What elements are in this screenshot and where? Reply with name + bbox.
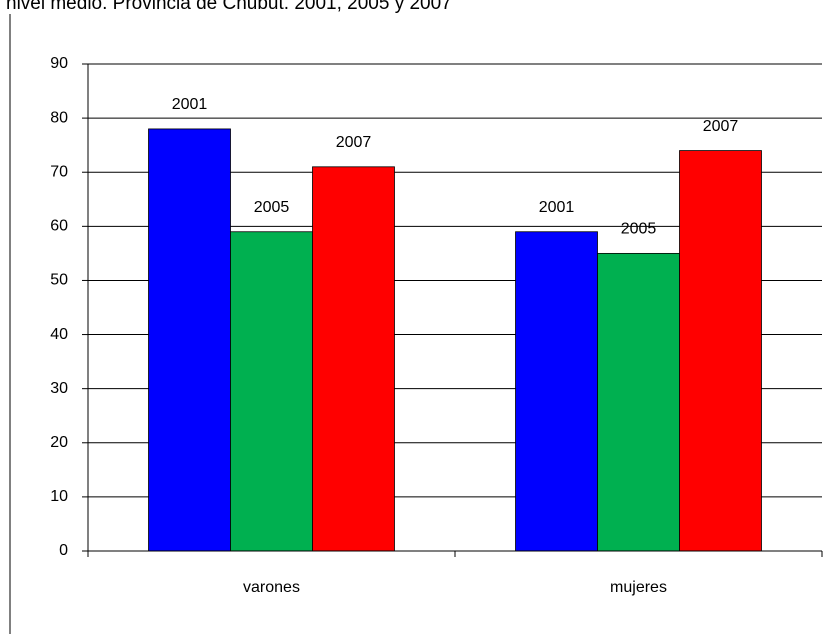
bar-label: 2005	[621, 221, 657, 238]
x-tick-label: varones	[243, 579, 300, 596]
bar	[312, 166, 395, 552]
bar	[230, 231, 313, 552]
y-tick-label: 20	[50, 434, 68, 451]
bar-label: 2001	[172, 96, 208, 113]
bar	[148, 128, 231, 552]
bar-label: 2007	[336, 134, 372, 151]
y-tick-label: 90	[50, 55, 68, 72]
bar	[597, 252, 680, 552]
y-tick-label: 50	[50, 272, 68, 289]
x-tick-label: mujeres	[610, 579, 667, 596]
bar	[515, 231, 598, 552]
bar	[679, 150, 762, 552]
y-tick-label: 70	[50, 163, 68, 180]
bar-label: 2001	[539, 199, 575, 216]
bar-label: 2007	[703, 118, 739, 135]
y-tick-label: 0	[59, 542, 68, 559]
y-tick-label: 30	[50, 380, 68, 397]
y-tick-label: 40	[50, 326, 68, 343]
bar-label: 2005	[254, 199, 290, 216]
y-tick-label: 60	[50, 218, 68, 235]
y-tick-label: 10	[50, 488, 68, 505]
y-tick-label: 80	[50, 109, 68, 126]
chart-title: nivel medio. Provincia de Chubut. 2001, …	[6, 0, 452, 14]
